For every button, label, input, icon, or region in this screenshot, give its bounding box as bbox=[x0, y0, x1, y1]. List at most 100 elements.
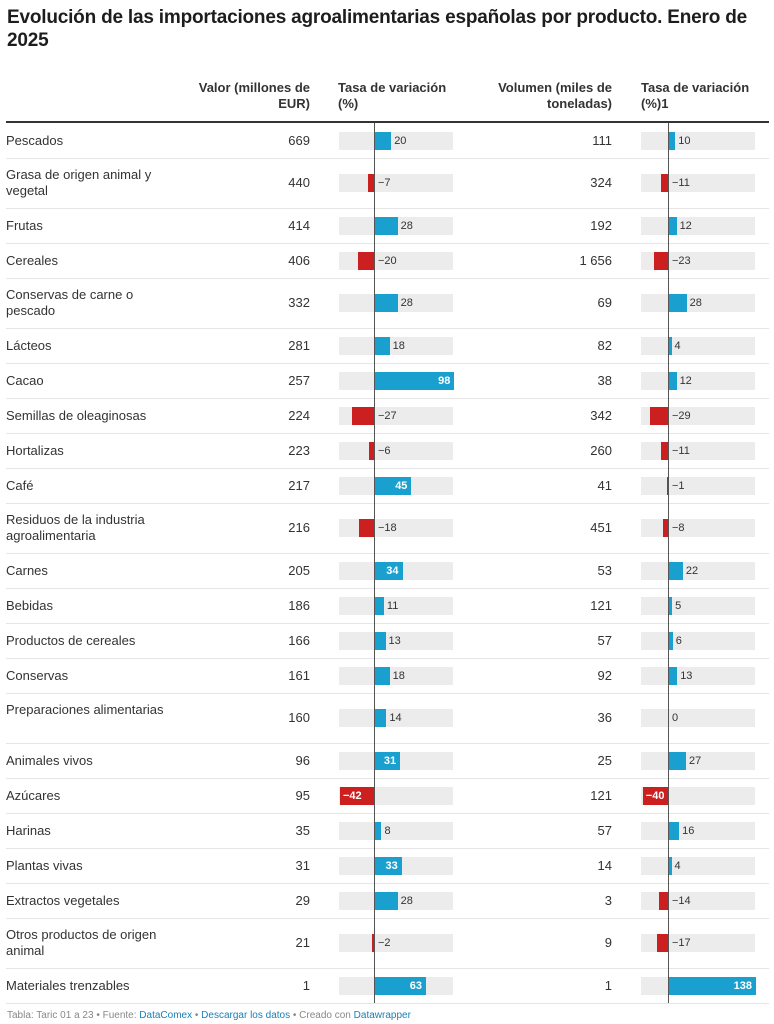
bar-track-valor bbox=[339, 441, 453, 460]
product-name: Semillas de oleaginosas bbox=[6, 407, 147, 423]
bar-volumen bbox=[653, 251, 668, 270]
zero-axis-valor bbox=[374, 588, 375, 623]
bar-label-valor: 63 bbox=[409, 979, 423, 992]
bar-label-volumen: −29 bbox=[672, 409, 691, 422]
valor-cell: 414 bbox=[288, 217, 310, 233]
bar-valor bbox=[375, 131, 392, 150]
zero-axis-valor bbox=[374, 278, 375, 328]
valor-cell: 216 bbox=[288, 520, 310, 535]
product-name: Frutas bbox=[6, 217, 43, 233]
bar-volumen bbox=[669, 294, 687, 312]
zero-axis-volumen bbox=[668, 968, 669, 1003]
bar-valor bbox=[375, 596, 384, 615]
bar-valor bbox=[375, 751, 401, 770]
zero-axis-valor bbox=[374, 398, 375, 433]
chart-title: Evolución de las importaciones agroalime… bbox=[7, 7, 747, 51]
bar-label-volumen: −17 bbox=[672, 937, 691, 949]
product-name: Café bbox=[6, 477, 34, 493]
zero-axis-valor bbox=[374, 158, 375, 208]
valor-cell: 440 bbox=[288, 175, 310, 190]
bar-label-valor: 8 bbox=[384, 824, 391, 837]
bar-volumen bbox=[661, 174, 668, 192]
footer-sep1: • bbox=[192, 1010, 202, 1021]
valor-cell: 186 bbox=[288, 597, 310, 613]
bar-track-valor bbox=[339, 631, 453, 650]
product-name: Conservas de carne o pescado bbox=[6, 287, 134, 318]
bar-volumen bbox=[669, 751, 687, 770]
bar-label-volumen: −11 bbox=[672, 444, 690, 457]
bar-label-valor: 28 bbox=[400, 297, 413, 309]
bar-volumen bbox=[669, 371, 677, 390]
datawrapper-link[interactable]: Datawrapper bbox=[353, 1010, 411, 1021]
header-tasa-valor: Tasa de variación (%) bbox=[338, 80, 447, 111]
bar-track-volumen bbox=[641, 406, 755, 425]
valor-cell: 160 bbox=[288, 710, 310, 725]
bar-volumen bbox=[669, 596, 673, 615]
bar-label-valor: −2 bbox=[378, 937, 391, 949]
zero-axis-valor bbox=[374, 468, 375, 503]
header-valor: Valor (millones de EUR) bbox=[198, 80, 310, 111]
bar-label-volumen: 12 bbox=[679, 374, 692, 387]
product-name: Harinas bbox=[6, 822, 51, 838]
bar-track-volumen bbox=[641, 441, 755, 460]
product-name: Azúcares bbox=[6, 787, 61, 803]
zero-axis-volumen bbox=[668, 158, 669, 208]
volumen-cell: 41 bbox=[597, 477, 612, 493]
volumen-cell: 36 bbox=[597, 710, 612, 725]
zero-axis-valor bbox=[374, 503, 375, 553]
bar-label-volumen: 27 bbox=[689, 754, 702, 767]
bar-valor bbox=[375, 371, 455, 390]
valor-cell: 223 bbox=[288, 442, 310, 458]
header-rule bbox=[6, 121, 769, 123]
bar-label-volumen: −14 bbox=[672, 894, 691, 907]
zero-axis-valor bbox=[374, 208, 375, 243]
volumen-cell: 57 bbox=[597, 822, 612, 838]
bar-volumen bbox=[661, 441, 668, 460]
zero-axis-volumen bbox=[668, 883, 669, 918]
bar-label-valor: 33 bbox=[385, 859, 398, 872]
valor-cell: 161 bbox=[288, 667, 310, 683]
zero-axis-valor bbox=[374, 883, 375, 918]
product-name: Otros productos de origen animal bbox=[6, 927, 157, 958]
zero-axis-valor bbox=[374, 918, 375, 968]
valor-cell: 332 bbox=[288, 295, 310, 310]
bar-valor bbox=[352, 406, 374, 425]
table-row: Carnes 205 53 34 22 bbox=[6, 553, 769, 589]
bar-valor bbox=[372, 934, 374, 952]
bar-label-volumen: −40 bbox=[645, 789, 665, 802]
bar-track-volumen bbox=[641, 476, 755, 495]
valor-cell: 96 bbox=[295, 752, 310, 768]
bar-volumen bbox=[669, 131, 676, 150]
bar-label-volumen: 5 bbox=[675, 599, 682, 612]
source-link[interactable]: DataComex bbox=[139, 1010, 193, 1021]
bar-label-valor: 28 bbox=[400, 894, 413, 907]
bar-valor bbox=[375, 561, 403, 580]
zero-axis-volumen bbox=[668, 328, 669, 363]
zero-axis-volumen bbox=[668, 553, 669, 588]
footer: Tabla: Taric 01 a 23 • Fuente: DataComex… bbox=[7, 1010, 411, 1021]
bar-label-valor: 34 bbox=[386, 564, 399, 577]
volumen-cell: 3 bbox=[604, 892, 612, 908]
volumen-cell: 111 bbox=[592, 132, 612, 148]
valor-cell: 406 bbox=[288, 252, 310, 268]
table-row: Frutas 414 192 28 12 bbox=[6, 208, 769, 244]
volumen-cell: 57 bbox=[597, 632, 612, 648]
bar-volumen bbox=[649, 406, 668, 425]
bar-track-volumen bbox=[641, 786, 755, 805]
table-row: Cacao 257 38 98 12 bbox=[6, 363, 769, 399]
bar-volumen bbox=[669, 216, 677, 235]
bar-valor bbox=[375, 856, 402, 875]
product-name: Animales vivos bbox=[6, 752, 93, 768]
zero-axis-valor bbox=[374, 123, 375, 158]
bar-label-valor: 20 bbox=[394, 134, 407, 147]
header-tasa-volumen: Tasa de variación (%)1 bbox=[641, 80, 750, 111]
table-row: Residuos de la industria agroalimentaria… bbox=[6, 503, 769, 554]
product-name: Productos de cereales bbox=[6, 632, 136, 648]
product-name: Plantas vivas bbox=[6, 857, 83, 873]
zero-axis-volumen bbox=[668, 468, 669, 503]
bar-label-valor: 11 bbox=[386, 599, 399, 612]
bar-volumen bbox=[669, 336, 672, 355]
bar-track-volumen bbox=[641, 216, 755, 235]
download-link[interactable]: Descargar los datos bbox=[201, 1010, 291, 1021]
bar-valor bbox=[375, 216, 398, 235]
